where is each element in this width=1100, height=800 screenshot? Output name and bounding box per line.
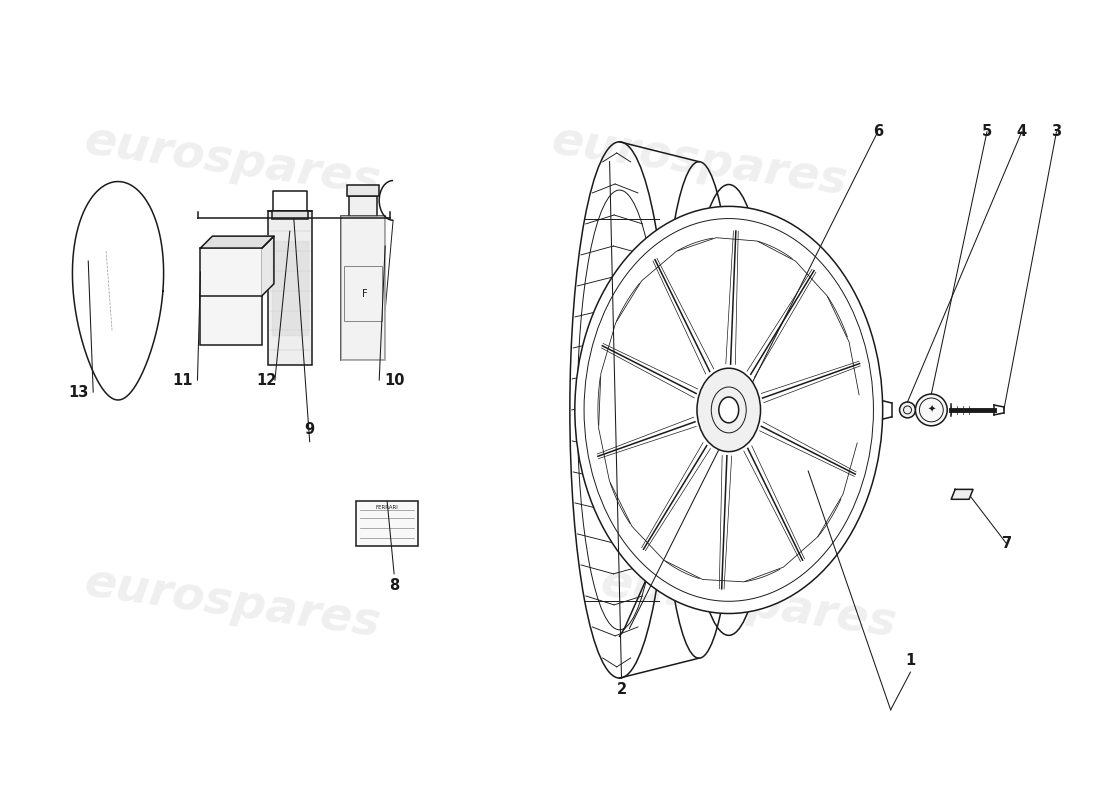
Bar [341, 216, 385, 360]
Text: 1: 1 [905, 653, 915, 668]
Text: FERRARI: FERRARI [376, 505, 398, 510]
Text: 12: 12 [256, 373, 277, 388]
Polygon shape [754, 434, 840, 537]
Bar [356, 502, 418, 546]
Polygon shape [200, 236, 274, 248]
Text: 6: 6 [872, 124, 883, 139]
Circle shape [915, 394, 947, 426]
Polygon shape [678, 238, 724, 366]
Text: eurospares: eurospares [81, 118, 383, 205]
Bar [200, 248, 262, 296]
Bar [200, 294, 262, 346]
Text: 13: 13 [68, 385, 88, 399]
Bar [268, 211, 311, 366]
Circle shape [114, 198, 122, 206]
Ellipse shape [575, 206, 882, 614]
Bar [272, 211, 308, 219]
Polygon shape [598, 238, 859, 582]
Text: eurospares: eurospares [81, 561, 383, 646]
Polygon shape [262, 236, 274, 296]
Text: 10: 10 [384, 373, 405, 388]
Bar [348, 185, 380, 197]
Polygon shape [666, 452, 720, 578]
Polygon shape [617, 283, 704, 386]
Circle shape [900, 402, 915, 418]
Polygon shape [952, 490, 974, 499]
Polygon shape [341, 216, 385, 360]
Text: F: F [363, 289, 368, 298]
Text: 2: 2 [616, 682, 627, 698]
Text: 7: 7 [1002, 537, 1012, 551]
Text: ✦: ✦ [927, 405, 935, 415]
Bar [350, 197, 377, 216]
Ellipse shape [718, 397, 739, 423]
Polygon shape [610, 430, 701, 523]
Ellipse shape [697, 368, 760, 452]
Polygon shape [757, 297, 847, 390]
Polygon shape [734, 454, 780, 582]
Text: 5: 5 [982, 124, 992, 139]
Polygon shape [73, 182, 164, 400]
Polygon shape [598, 377, 693, 425]
Text: eurospares: eurospares [597, 561, 900, 646]
Polygon shape [272, 241, 308, 335]
Text: 11: 11 [173, 373, 192, 388]
Text: eurospares: eurospares [548, 118, 850, 205]
Text: 4: 4 [1016, 124, 1026, 139]
Circle shape [673, 503, 685, 515]
Text: 3: 3 [1052, 124, 1062, 139]
Polygon shape [737, 242, 792, 368]
Text: 8: 8 [389, 578, 399, 594]
Bar [344, 266, 382, 321]
Text: 9: 9 [305, 422, 315, 438]
